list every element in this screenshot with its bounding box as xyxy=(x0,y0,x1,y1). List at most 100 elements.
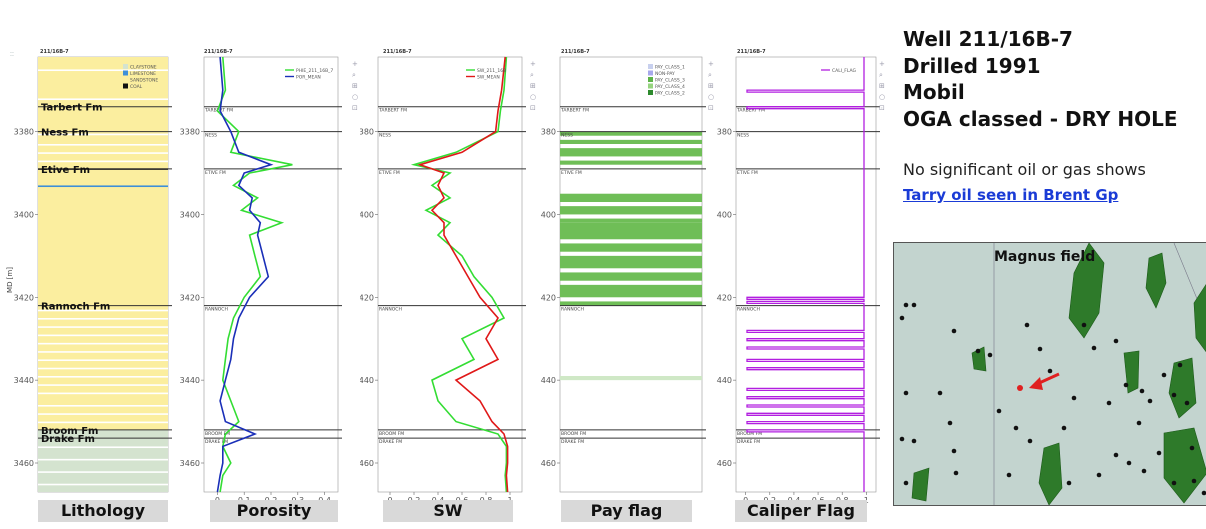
caliper-formation-label: BROOM FM xyxy=(737,431,762,437)
pay-tool-icon: ⊡ xyxy=(708,104,714,112)
well-dot xyxy=(951,448,957,454)
porosity-tool-icon: ○ xyxy=(352,93,358,101)
well-id-caliper: 211/16B-7 xyxy=(737,49,766,55)
pay-interval-bar xyxy=(560,139,702,144)
lithology-bed-break xyxy=(38,446,168,449)
porosity-tool-icon: + xyxy=(352,60,358,68)
caliper-tool-icon: ⊡ xyxy=(879,104,885,112)
well-id-sw: 211/16B-7 xyxy=(383,49,412,55)
sw-ytick-label: 3400 xyxy=(360,210,374,219)
pay-interval-bar xyxy=(560,218,702,223)
caliper-formation-label: RANNOCH xyxy=(737,307,760,313)
target-well-dot xyxy=(1017,385,1023,391)
tarry-oil-link[interactable]: Tarry oil seen in Brent Gp xyxy=(903,186,1119,204)
pay-ytick-label: 3420 xyxy=(540,293,556,302)
oil-field-polygon xyxy=(1145,252,1167,309)
caliper-formation-label: TARBERT FM xyxy=(736,108,765,114)
well-dot xyxy=(1147,398,1153,404)
oil-field-polygon xyxy=(1038,442,1063,505)
pay-legend-swatch xyxy=(648,90,653,95)
formation-label: Drake Fm xyxy=(41,434,95,445)
lithology-legend-swatch xyxy=(123,83,128,89)
well-dot xyxy=(903,390,909,396)
pay-ytick-label: 3460 xyxy=(540,459,556,468)
porosity-tool-icon: ⊞ xyxy=(352,82,358,90)
well-dot xyxy=(1171,480,1177,486)
sw-formation-label: BROOM FM xyxy=(379,431,404,437)
formation-label: Broom Fm xyxy=(41,426,98,437)
sw-tool-icon: ⌕ xyxy=(530,71,534,79)
sw-formation-label: NESS xyxy=(379,133,391,139)
well-dot xyxy=(903,302,909,308)
well-dot xyxy=(1037,346,1043,352)
porosity-legend-label: POR_MEAN xyxy=(296,75,321,81)
oil-field-polygon xyxy=(911,467,930,502)
caliper-legend-label: CALI_FLAG xyxy=(832,68,857,74)
well-dot xyxy=(1136,420,1142,426)
pay-legend-label: PAY_CLASS_1 xyxy=(655,65,685,71)
well-dot xyxy=(1006,472,1012,478)
pay-interval-bar xyxy=(560,284,702,298)
lithology-legend-label: CLAYSTONE xyxy=(130,65,157,71)
sw-track: 3380 3400 3420 3440 3460 TARBERT FM NESS ETIVE … xyxy=(360,56,536,505)
oil-field-polygon xyxy=(1163,427,1206,504)
caliper-formation-label: ETIVE FM xyxy=(737,170,758,176)
lithology-bed-break xyxy=(38,471,168,473)
pay-legend-label: PAY_CLASS_2 xyxy=(655,91,685,97)
pay-interval-bar xyxy=(560,160,702,165)
well-dot xyxy=(1071,395,1077,401)
caliper-formation-label: NESS xyxy=(737,133,749,139)
well-dot xyxy=(1066,480,1072,486)
well-dot xyxy=(903,480,909,486)
porosity-formation-label: NESS xyxy=(205,133,217,139)
pay-tool-icon: + xyxy=(708,60,714,68)
formation-label: Etive Fm xyxy=(41,165,90,176)
target-arrow-head xyxy=(1029,377,1043,390)
pay-interval-bar xyxy=(560,206,702,215)
well-dot xyxy=(1096,472,1102,478)
pay-formation-label: DRAKE FM xyxy=(561,439,584,445)
lithology-ytick-label: 3420 xyxy=(14,293,34,302)
porosity-ytick-label: 3420 xyxy=(180,293,200,302)
lithology-ytick-label: 3440 xyxy=(14,376,34,385)
well-dot xyxy=(1184,400,1190,406)
well-dot xyxy=(947,420,953,426)
sw-ytick-label: 3420 xyxy=(360,293,374,302)
well-dot xyxy=(996,408,1002,414)
porosity-ytick-label: 3400 xyxy=(180,210,200,219)
caliper-ytick-label: 3440 xyxy=(716,376,732,385)
drilled-year: Drilled 1991 xyxy=(903,54,1041,78)
porosity-frame xyxy=(203,56,339,493)
lithology-bed-break xyxy=(38,421,168,424)
operator: Mobil xyxy=(903,80,965,104)
lithology-bed-break xyxy=(38,458,168,461)
shows-note: No significant oil or gas shows xyxy=(903,160,1146,179)
lithology-legend-label: COAL xyxy=(130,84,143,90)
sw-ytick-label: 3460 xyxy=(360,459,374,468)
well-dot xyxy=(1139,388,1145,394)
well-dot xyxy=(1081,322,1087,328)
porosity-ytick-label: 3380 xyxy=(180,128,200,137)
pay-legend-label: PAY_CLASS_4 xyxy=(655,84,685,90)
formation-label: Ness Fm xyxy=(41,128,89,139)
pay-formation-label: BROOM FM xyxy=(561,431,586,437)
well-dot xyxy=(1113,338,1119,344)
well-dot xyxy=(899,436,905,442)
sw-tool-icon: ⊞ xyxy=(530,82,536,90)
caliper-frame xyxy=(735,56,877,493)
caliper-ytick-label: 3420 xyxy=(716,293,732,302)
sw-tool-icon: + xyxy=(530,60,536,68)
well-dot xyxy=(911,302,917,308)
lithology-legend-swatch xyxy=(123,70,128,76)
sw-tool-icon: ○ xyxy=(530,93,536,101)
pay-interval-bar xyxy=(560,148,702,157)
well-dot xyxy=(953,470,959,476)
drag-handle-icon[interactable]: :: xyxy=(10,51,14,58)
porosity-series-PHIE_211_16B_7 xyxy=(216,56,293,493)
caption-sw: SW xyxy=(383,500,513,522)
pay-interval-bar xyxy=(560,193,702,202)
well-id-porosity: 211/16B-7 xyxy=(204,49,233,55)
oil-field-polygon xyxy=(1123,350,1140,394)
lithology-clay-fill xyxy=(38,429,168,492)
lithology-limestone-bed xyxy=(38,185,168,188)
